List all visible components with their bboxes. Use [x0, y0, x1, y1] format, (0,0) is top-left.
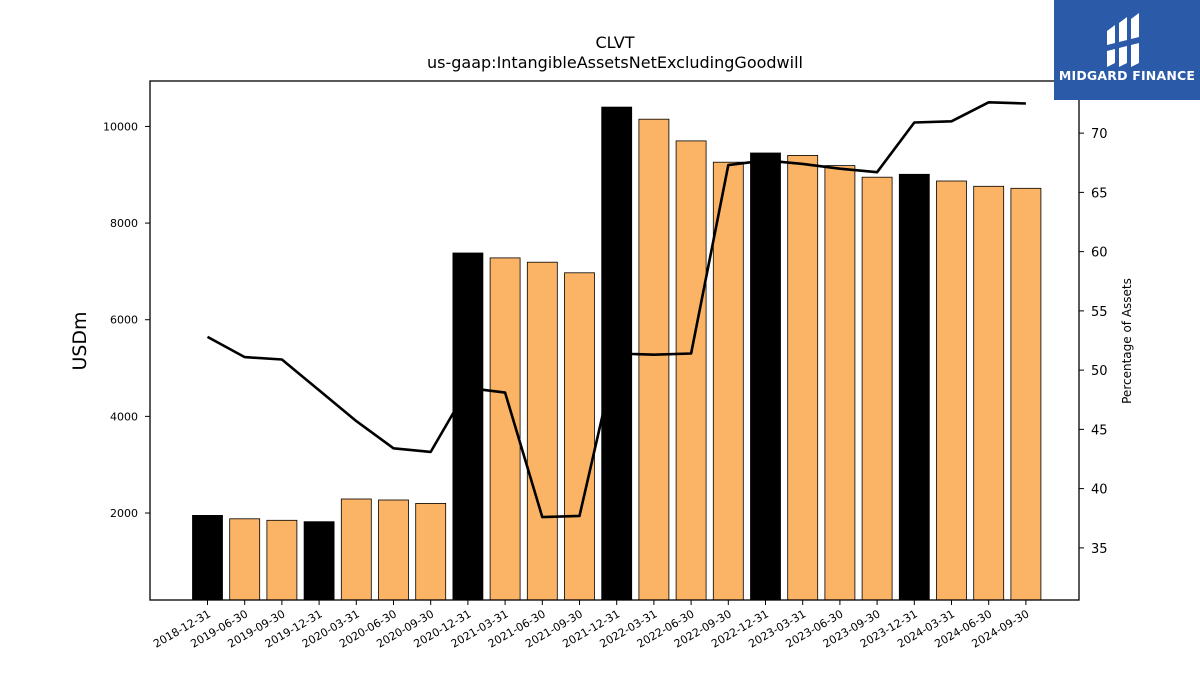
logo-mark-icon: [1107, 13, 1139, 67]
y-tick-label: 4000: [110, 410, 138, 423]
bar-series: [192, 106, 1042, 601]
bar-2021-06-30: [526, 261, 558, 601]
bar-2019-09-30: [266, 519, 298, 601]
bar-2024-09-30: [1010, 187, 1042, 601]
bar-2020-06-30: [378, 499, 409, 601]
y-axis-label: USDm: [69, 311, 91, 370]
logo: MIDGARD FINANCE: [1054, 0, 1200, 100]
y2-axis-label: Percentage of Assets: [1120, 278, 1134, 404]
logo-text: MIDGARD FINANCE: [1058, 68, 1196, 83]
y2-tick-label: 35: [1091, 542, 1108, 557]
bar-2022-09-30: [712, 161, 744, 601]
bar-2019-06-30: [229, 518, 261, 601]
bar-2022-12-31: [750, 152, 781, 601]
bar-2022-06-30: [675, 140, 707, 601]
chart-title: CLVT: [595, 33, 634, 52]
bar-2021-09-30: [564, 272, 595, 601]
y2-tick-label: 70: [1091, 127, 1108, 142]
percentage-line: [206, 101, 1026, 519]
y2-tick-label: 40: [1091, 483, 1108, 498]
y-tick-label: 6000: [110, 314, 138, 327]
x-axis-ticks: 2018-12-312019-06-302019-09-302019-12-31…: [151, 600, 1031, 651]
y2-axis-ticks: 35 40 45 50 55 60 65 70: [1079, 127, 1108, 557]
y2-tick-label: 60: [1091, 246, 1108, 261]
bar-2020-03-31: [340, 498, 372, 601]
bar-2023-12-31: [898, 173, 930, 601]
y2-tick-label: 50: [1091, 364, 1108, 379]
y-tick-label: 2000: [110, 507, 138, 520]
bar-2019-12-31: [303, 521, 335, 601]
bar-2024-06-30: [973, 185, 1005, 601]
y-axis-ticks: 2000 4000 6000 8000 10000: [103, 120, 150, 520]
bar-2018-12-31: [192, 515, 223, 601]
bar-2023-03-31: [787, 154, 819, 601]
line-series: [206, 101, 1026, 519]
y2-tick-label: 55: [1091, 305, 1108, 320]
y-tick-label: 10000: [103, 120, 138, 133]
bar-2020-12-31: [452, 252, 484, 601]
y-tick-label: 8000: [110, 217, 138, 230]
bar-2024-03-31: [936, 180, 967, 601]
bar-2022-03-31: [638, 118, 670, 601]
plot-frame: [149, 80, 1080, 601]
y2-tick-label: 45: [1091, 423, 1108, 438]
y2-tick-label: 65: [1091, 186, 1108, 201]
bar-2020-09-30: [415, 502, 447, 601]
chart-subtitle: us-gaap:IntangibleAssetsNetExcludingGood…: [427, 53, 803, 72]
bar-2023-06-30: [824, 165, 856, 601]
bar-2023-09-30: [861, 176, 893, 601]
